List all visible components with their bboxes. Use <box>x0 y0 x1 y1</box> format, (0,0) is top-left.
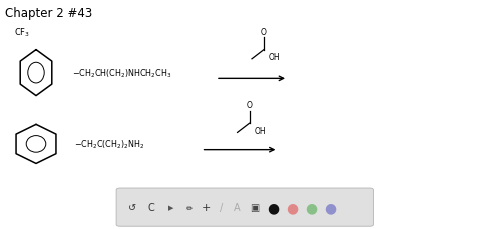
Text: ●: ● <box>305 200 317 214</box>
FancyBboxPatch shape <box>116 188 373 226</box>
Text: O: O <box>261 28 267 37</box>
Text: CF$_3$: CF$_3$ <box>14 27 30 39</box>
Text: ▶: ▶ <box>168 204 173 210</box>
Text: $\mathregular{-CH_2CH(CH_2)NHCH_2CH_3}$: $\mathregular{-CH_2CH(CH_2)NHCH_2CH_3}$ <box>72 67 172 79</box>
Text: $\mathregular{-CH_2C(CH_2)_2NH_2}$: $\mathregular{-CH_2C(CH_2)_2NH_2}$ <box>74 138 145 150</box>
Text: ✏: ✏ <box>186 203 193 212</box>
Text: OH: OH <box>254 126 266 135</box>
Text: +: + <box>202 202 211 212</box>
Text: OH: OH <box>269 53 280 62</box>
Text: ●: ● <box>324 200 336 214</box>
Text: O: O <box>247 101 252 110</box>
Text: /: / <box>220 202 223 212</box>
Text: ●: ● <box>287 200 299 214</box>
Text: ●: ● <box>267 200 280 214</box>
Text: A: A <box>234 202 241 212</box>
Text: ↺: ↺ <box>128 202 136 212</box>
Text: Chapter 2 #43: Chapter 2 #43 <box>5 7 92 20</box>
Text: C: C <box>148 202 155 212</box>
Text: ▣: ▣ <box>250 202 259 212</box>
